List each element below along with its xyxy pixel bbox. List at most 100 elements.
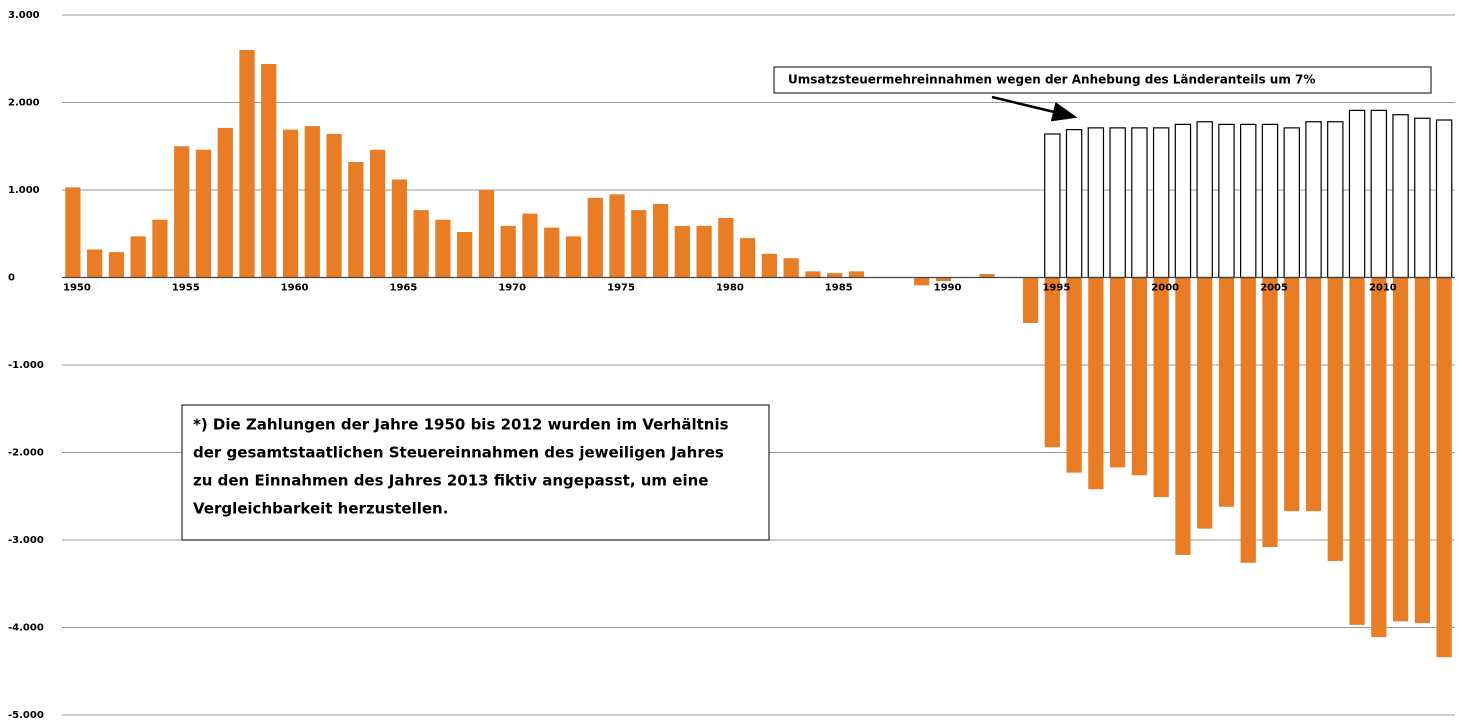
bar (1197, 277, 1213, 529)
x-tick-label: 1990 (934, 283, 962, 294)
x-tick-label: 2005 (1260, 283, 1288, 294)
bar (1218, 123, 1235, 279)
x-tick-label: 1965 (389, 283, 417, 294)
bar (1436, 277, 1452, 658)
note-line: zu den Einnahmen des Jahres 2013 fiktiv … (193, 472, 708, 490)
bar (1327, 121, 1344, 279)
note-line: *) Die Zahlungen der Jahre 1950 bis 2012… (193, 416, 729, 434)
x-tick-label: 1985 (825, 283, 853, 294)
bar (1109, 127, 1126, 279)
bar (1305, 121, 1322, 279)
y-tick-label: -1.000 (8, 360, 44, 371)
bar (1414, 277, 1430, 624)
bar (1327, 277, 1343, 561)
bar (739, 238, 756, 278)
bar (239, 50, 255, 278)
bar (1152, 127, 1170, 279)
note-line: Vergleichbarkeit herzustellen. (193, 500, 448, 518)
bar (631, 210, 647, 278)
y-tick-label: 3.000 (8, 10, 40, 21)
bar (282, 129, 299, 278)
bar (348, 162, 364, 278)
bar (1174, 123, 1192, 279)
bar (1262, 277, 1278, 547)
y-tick-label: -2.000 (8, 448, 44, 459)
bar (304, 126, 320, 278)
bar (1088, 277, 1104, 490)
bar (914, 277, 930, 286)
bar (979, 274, 995, 278)
bar (478, 190, 495, 278)
note-line: der gesamtstaatlichen Steuereinnahmen de… (193, 444, 724, 462)
bar (1371, 277, 1387, 638)
bar (1435, 119, 1453, 279)
y-tick-label: 0 (8, 273, 15, 284)
x-tick-label: 1955 (172, 283, 200, 294)
bar (1153, 277, 1169, 498)
bar (261, 64, 277, 278)
bar (1392, 277, 1409, 622)
bar (783, 258, 799, 278)
bar (369, 149, 386, 278)
bar (1131, 127, 1148, 279)
bar (435, 219, 451, 278)
x-tick-label: 1975 (607, 283, 635, 294)
bar (391, 179, 407, 278)
bar (1284, 277, 1300, 512)
y-tick-label: 1.000 (8, 185, 40, 196)
y-tick-label: 2.000 (8, 98, 40, 109)
bar (1065, 129, 1083, 279)
bar (326, 134, 342, 278)
annotation-box (773, 66, 1432, 94)
bar (108, 252, 125, 278)
bar (87, 249, 103, 278)
bar (217, 127, 233, 278)
bar (1349, 277, 1365, 625)
bar (1044, 133, 1061, 279)
bar (174, 146, 190, 278)
x-tick-label: 1950 (63, 283, 91, 294)
bar (1044, 277, 1060, 448)
bar (1370, 109, 1388, 279)
bar (65, 187, 81, 278)
bar (587, 197, 603, 278)
bar (1110, 277, 1126, 468)
bar (652, 204, 669, 278)
bar (1240, 123, 1257, 279)
bar (761, 253, 778, 278)
bar (1066, 277, 1082, 473)
bar (848, 271, 865, 278)
bar (609, 194, 625, 278)
bar (195, 149, 212, 278)
bar (674, 225, 690, 278)
bar (1022, 277, 1039, 323)
annotation-arrow (991, 95, 1078, 122)
bar (152, 219, 168, 278)
bar (565, 236, 582, 278)
bar (718, 218, 734, 278)
bar (1305, 277, 1322, 512)
bar (522, 213, 538, 278)
x-tick-label: 1960 (281, 283, 309, 294)
bar (1240, 277, 1256, 563)
bar (457, 232, 473, 278)
bar (544, 227, 560, 278)
bar (1261, 123, 1279, 279)
annotation: Umsatzsteuermehreinnahmen wegen der Anhe… (788, 73, 1315, 87)
x-tick-label: 1970 (498, 283, 526, 294)
bar (1283, 127, 1300, 279)
bar (413, 210, 429, 278)
note-box (181, 404, 770, 541)
x-tick-label: 1995 (1042, 283, 1070, 294)
bar (130, 236, 146, 278)
y-tick-label: -3.000 (8, 535, 44, 546)
bar (805, 271, 821, 278)
y-tick-label: -5.000 (8, 710, 44, 720)
y-tick-label: -4.000 (8, 623, 44, 634)
x-tick-label: 2010 (1369, 283, 1397, 294)
bar (1175, 277, 1191, 555)
bar (1196, 121, 1213, 279)
bar (1218, 277, 1235, 507)
bar (696, 225, 712, 278)
